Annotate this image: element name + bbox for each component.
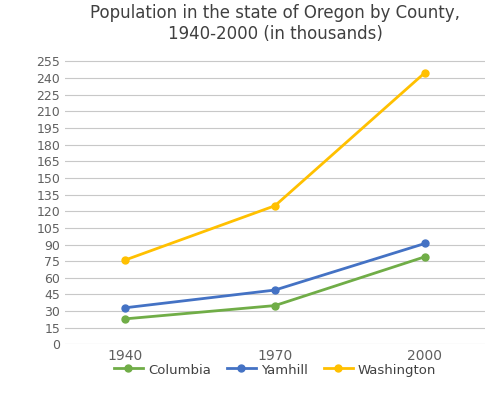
Washington [272,203,278,208]
Legend: Columbia, Yamhill, Washington: Columbia, Yamhill, Washington [108,358,442,382]
Yamhill [272,288,278,293]
Columbia [272,303,278,308]
Yamhill [422,241,428,246]
Columbia [122,316,128,321]
Title: Population in the state of Oregon by County,
1940-2000 (in thousands): Population in the state of Oregon by Cou… [90,5,460,43]
Line: Yamhill: Yamhill [122,240,428,311]
Line: Washington: Washington [122,69,428,264]
Yamhill [122,305,128,310]
Washington [122,257,128,262]
Line: Columbia: Columbia [122,253,428,323]
Columbia [422,254,428,259]
Washington [422,70,428,75]
